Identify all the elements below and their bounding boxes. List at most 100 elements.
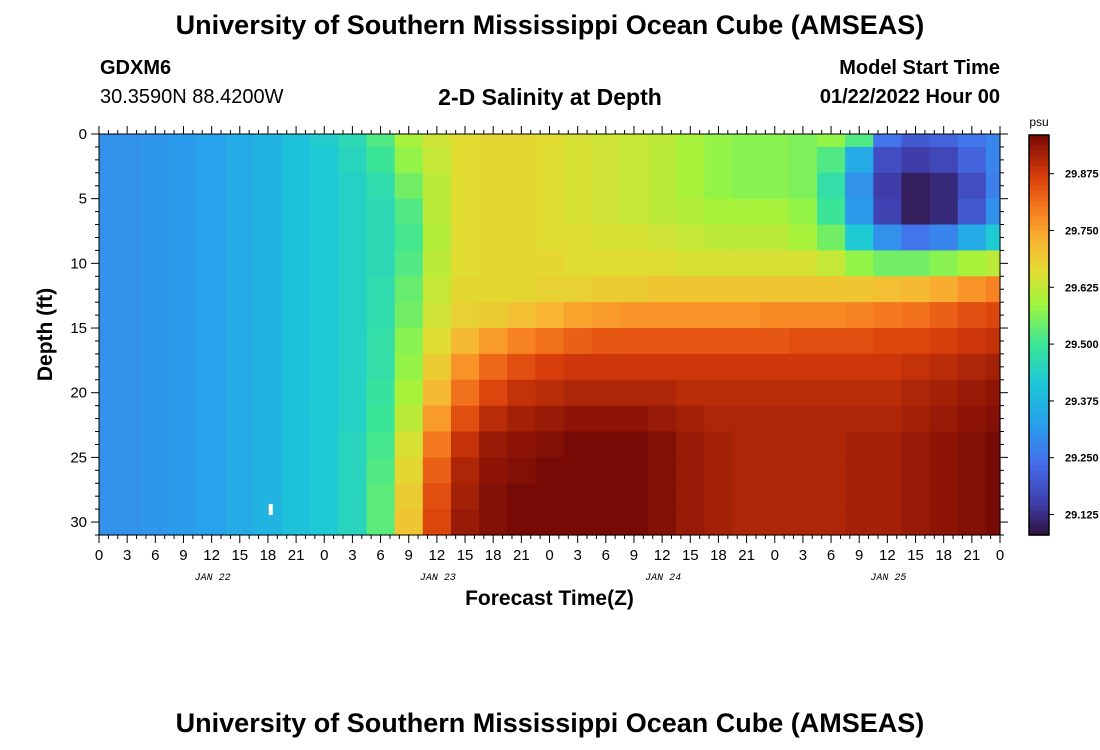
heatmap-cell (929, 405, 959, 433)
y-tick-label: 20 (70, 385, 87, 402)
heatmap-cell (422, 134, 452, 148)
heatmap-cell (197, 250, 227, 277)
heatmap-cell (985, 224, 1001, 252)
heatmap-cell (141, 302, 170, 329)
colorbar-segment (1029, 310, 1049, 316)
heatmap-cell (197, 146, 227, 174)
heatmap-cell (366, 379, 396, 407)
heatmap-cell (113, 172, 142, 200)
colorbar-segment (1029, 325, 1049, 331)
x-date-label: JAN 24 (645, 573, 681, 584)
heatmap-cell (113, 457, 142, 484)
heatmap-cell (310, 483, 339, 510)
heatmap-cell (732, 379, 762, 407)
colorbar-segment (1029, 465, 1049, 471)
heatmap-cell (535, 353, 565, 381)
heatmap-cell (225, 134, 255, 148)
heatmap-cell (957, 328, 987, 355)
colorbar-segment (1029, 300, 1049, 306)
heatmap-cell (507, 198, 537, 226)
heatmap-cell (732, 198, 762, 226)
colorbar-segment (1029, 400, 1049, 406)
heatmap-cell (845, 276, 874, 303)
heatmap-cell (816, 379, 846, 407)
heatmap-cell (985, 509, 1001, 536)
heatmap-cell (422, 405, 452, 433)
heatmap-cell (845, 431, 874, 458)
x-tick-label: 0 (996, 547, 1004, 564)
heatmap-cell (845, 198, 874, 226)
heatmap-cell (732, 134, 762, 148)
y-tick-label: 15 (70, 320, 87, 337)
heatmap-cell (788, 198, 818, 226)
heatmap-cell (816, 405, 846, 433)
heatmap-cell (985, 483, 1001, 510)
heatmap-cell (985, 379, 1001, 407)
heatmap-cell (760, 328, 790, 355)
heatmap-cell (760, 483, 790, 510)
heatmap-cell (225, 353, 255, 381)
heatmap-cell (422, 457, 452, 484)
colorbar-tick-label: 29.875 (1065, 169, 1099, 181)
heatmap-cell (591, 379, 621, 407)
heatmap-cell (450, 250, 480, 277)
heatmap-cell (169, 431, 199, 458)
heatmap-cell (282, 224, 311, 252)
plot-title: 2-D Salinity at Depth (438, 84, 662, 110)
heatmap-cell (985, 457, 1001, 484)
heatmap-cell (169, 328, 199, 355)
heatmap-cell (732, 405, 762, 433)
colorbar-segment (1029, 160, 1049, 166)
heatmap-cell (788, 224, 818, 252)
heatmap-cell (169, 172, 199, 200)
y-tick-label: 10 (70, 255, 87, 272)
footer-title: University of Southern Mississippi Ocean… (175, 708, 925, 738)
heatmap-cell (985, 353, 1001, 381)
heatmap-cell (338, 276, 368, 303)
heatmap-cell (479, 353, 508, 381)
heatmap-cell (676, 134, 705, 148)
heatmap-cell (338, 134, 368, 148)
heatmap-cell (760, 353, 790, 381)
heatmap-cell (648, 146, 677, 174)
colorbar-segment (1029, 140, 1049, 146)
x-tick-label: 9 (405, 547, 413, 564)
heatmap-cell (760, 405, 790, 433)
heatmap-cell (479, 457, 508, 484)
heatmap-cell (957, 198, 987, 226)
heatmap-cell (338, 302, 368, 329)
heatmap-cell (732, 353, 762, 381)
heatmap-cell (253, 457, 283, 484)
heatmap-cell (788, 431, 818, 458)
x-tick-label: 12 (429, 547, 446, 564)
heatmap-cell (788, 405, 818, 433)
colorbar-segment (1029, 475, 1049, 481)
heatmap-cell (113, 483, 142, 510)
heatmap-cell (873, 172, 903, 200)
heatmap-cell (99, 276, 114, 303)
heatmap-cell (253, 146, 283, 174)
heatmap-cell (648, 353, 677, 381)
colorbar-segment (1029, 390, 1049, 396)
heatmap-cell (169, 198, 199, 226)
heatmap-cell (338, 172, 368, 200)
heatmap-cell (141, 250, 170, 277)
heatmap-cell (957, 146, 987, 174)
heatmap-cell (563, 134, 593, 148)
heatmap-cell (619, 276, 649, 303)
heatmap-cell (676, 353, 705, 381)
heatmap-cell (591, 328, 621, 355)
heatmap-cell (422, 353, 452, 381)
heatmap-cell (338, 483, 368, 510)
heatmap-cell (225, 146, 255, 174)
heatmap-cell (816, 276, 846, 303)
x-tick-label: 15 (682, 547, 699, 564)
heatmap-cell (197, 224, 227, 252)
heatmap-cell (113, 379, 142, 407)
heatmap-cell (450, 457, 480, 484)
model-start-label: Model Start Time (839, 57, 1000, 79)
heatmap-cell (929, 250, 959, 277)
heatmap-cell (422, 431, 452, 458)
colorbar-segment (1029, 145, 1049, 151)
heatmap-cell (591, 431, 621, 458)
